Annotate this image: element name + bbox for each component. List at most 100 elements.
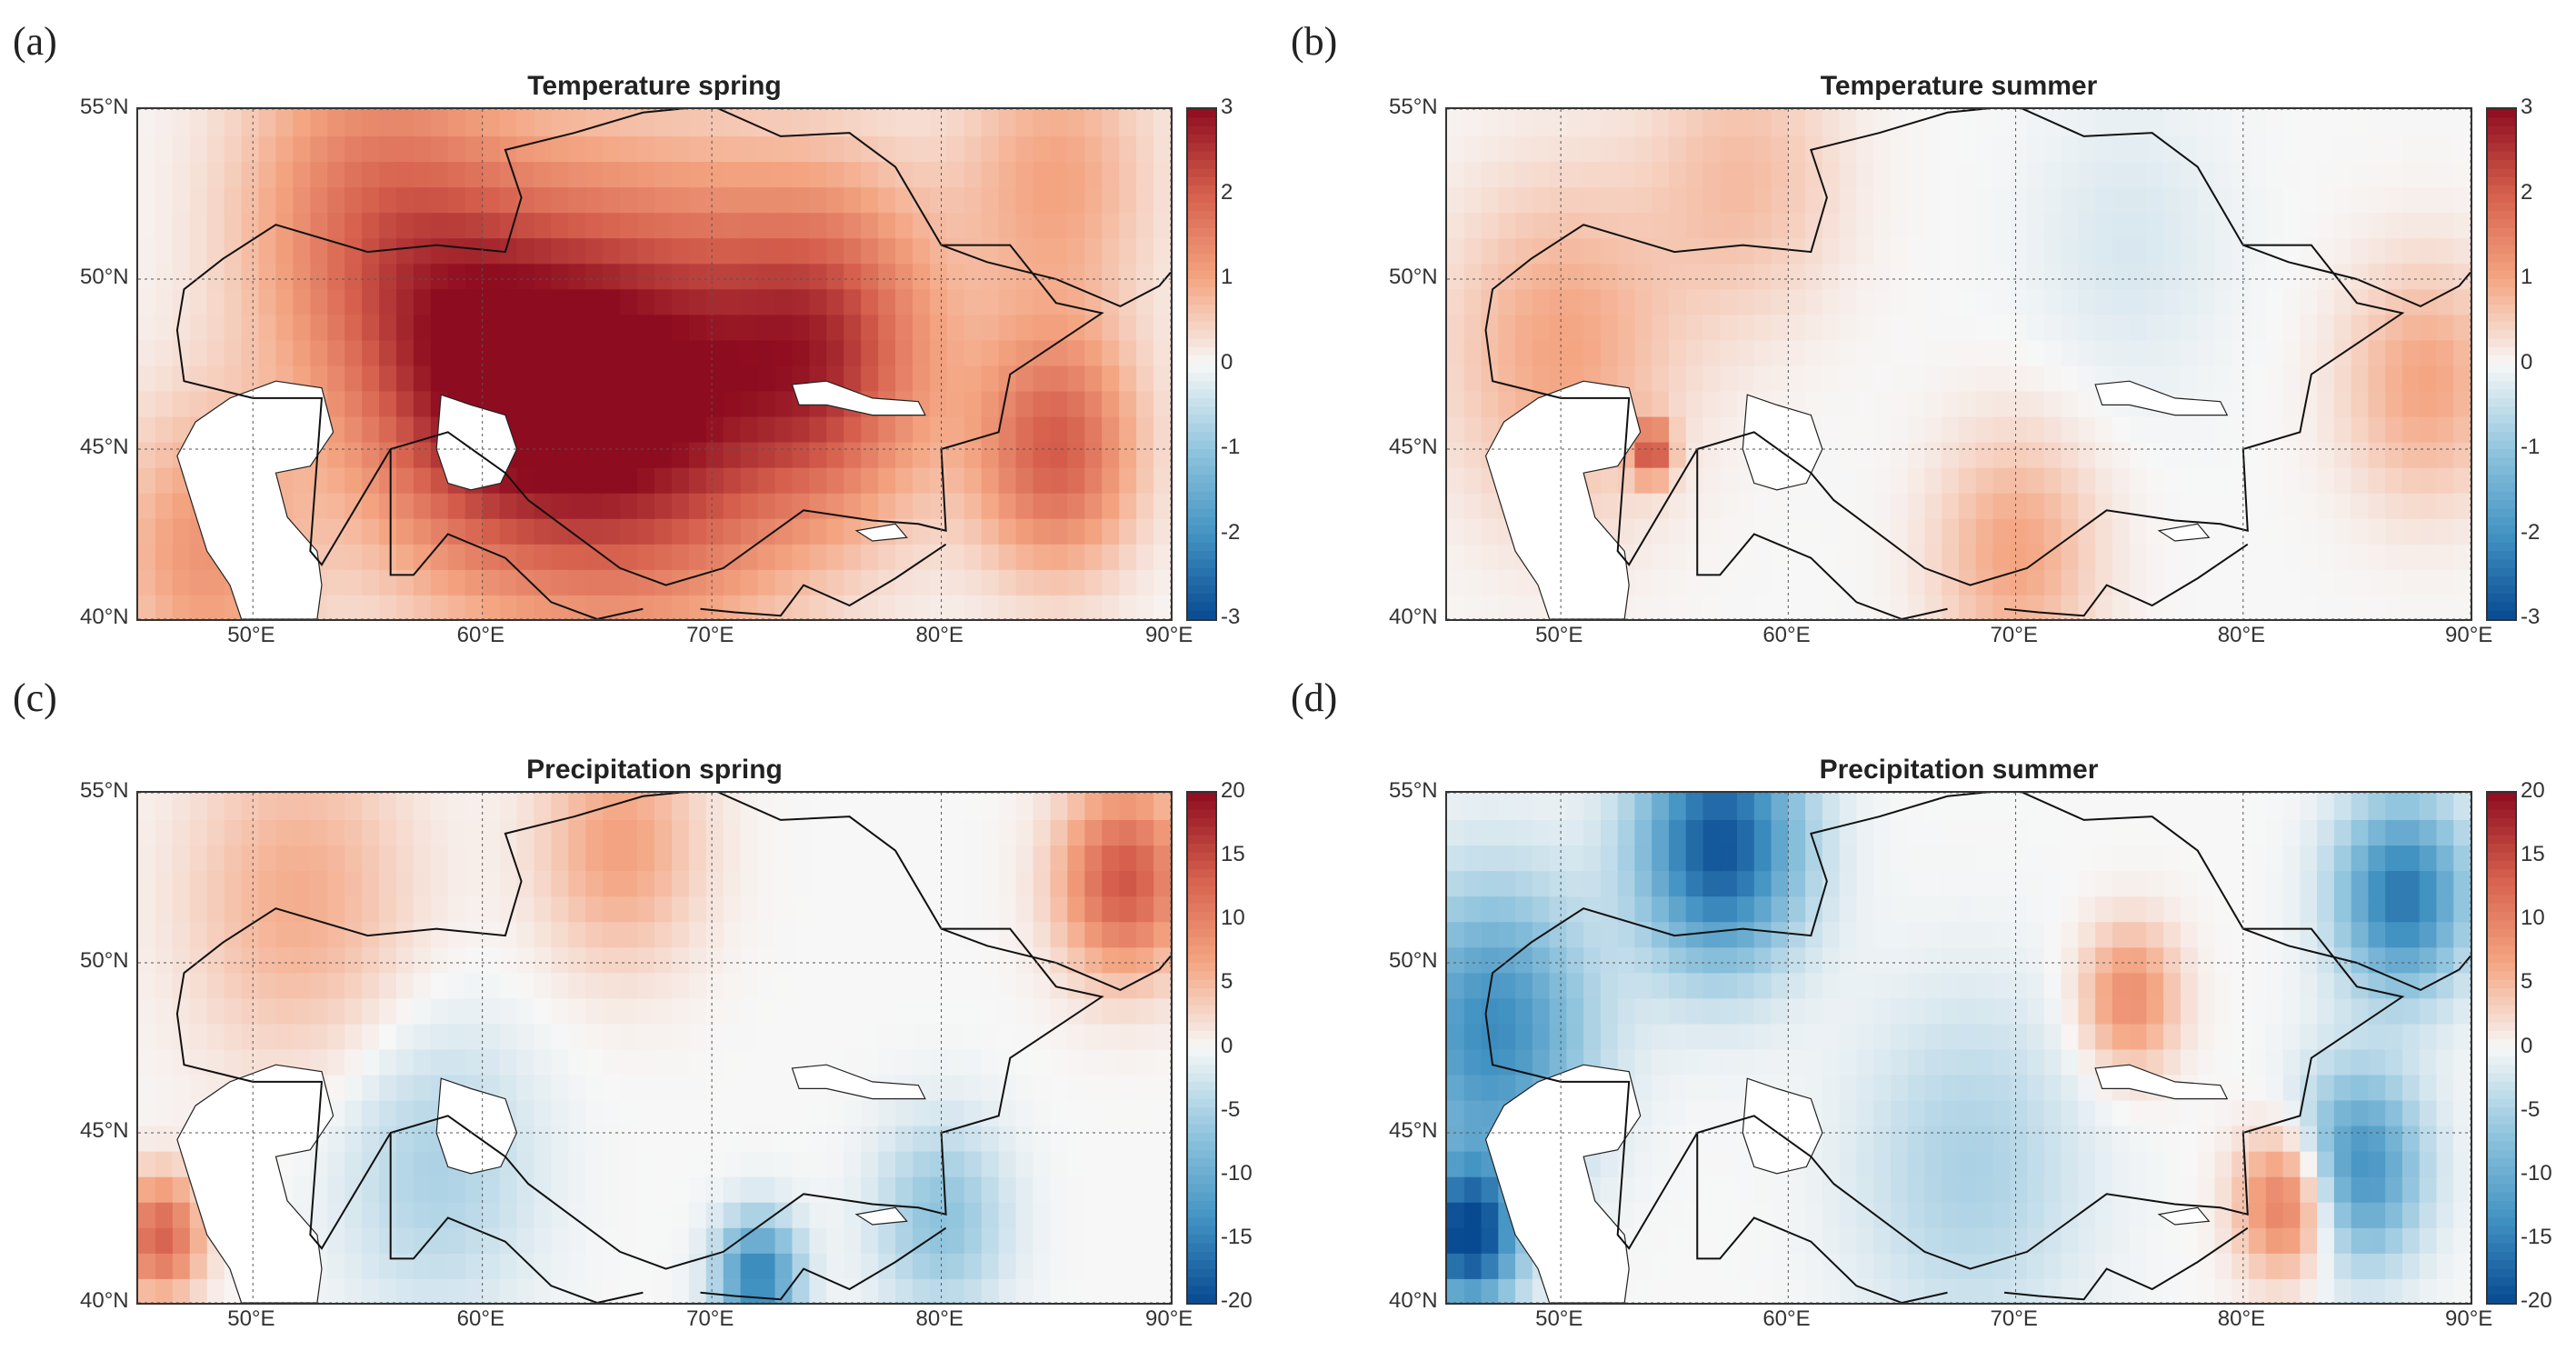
heat-cell — [275, 135, 295, 163]
heat-cell — [1873, 364, 1892, 392]
heat-cell — [2249, 389, 2268, 417]
colorbar-segment — [2488, 117, 2515, 127]
heat-cell — [1652, 1175, 1671, 1203]
heat-cell — [1481, 262, 1500, 290]
heat-cell — [2453, 1098, 2471, 1126]
heat-cell — [844, 1276, 863, 1303]
heat-cell — [2317, 287, 2336, 315]
heat-cell — [138, 567, 156, 595]
heat-cell — [2027, 869, 2046, 897]
heat-cell — [1856, 1226, 1875, 1254]
heat-cell — [1050, 415, 1069, 443]
heat-cell — [310, 1200, 329, 1228]
heat-cell — [1856, 1098, 1875, 1126]
colorbar-segment — [1188, 279, 1215, 289]
heat-cell — [551, 415, 570, 443]
heat-cell — [2436, 895, 2455, 923]
heat-cell — [946, 109, 965, 136]
heat-cell — [2401, 135, 2421, 163]
heat-cell — [2214, 593, 2233, 619]
heat-cell — [1856, 946, 1875, 974]
heat-cell — [1102, 364, 1121, 392]
heat-cell — [2351, 440, 2370, 468]
heat-cell — [224, 869, 243, 897]
heat-cell — [964, 593, 983, 619]
heat-cell — [2300, 818, 2319, 846]
heat-cell — [1942, 1047, 1961, 1076]
heat-cell — [464, 364, 484, 392]
colorbar-segment — [1188, 1243, 1215, 1253]
heat-cell — [138, 262, 156, 290]
heat-cell — [981, 491, 1000, 519]
heat-cell — [654, 1047, 673, 1076]
heat-cell — [1084, 338, 1103, 366]
heat-cell — [2078, 185, 2097, 214]
heat-cell — [2265, 1276, 2284, 1303]
heat-cell — [2300, 920, 2319, 948]
heat-cell — [1600, 313, 1619, 341]
colorbar-segment — [1188, 330, 1215, 340]
heat-cell — [826, 135, 845, 163]
heat-cell — [1890, 236, 1909, 265]
heat-cell — [1067, 465, 1086, 494]
heat-cell — [654, 996, 673, 1025]
heat-cell — [981, 593, 1000, 619]
heat-cell — [2300, 109, 2319, 136]
heat-cell — [1907, 1047, 1926, 1076]
heat-cell — [1890, 1276, 1909, 1303]
heat-cell — [430, 996, 449, 1025]
heat-cell — [878, 160, 897, 188]
heat-cell — [2129, 946, 2148, 974]
heat-cell — [826, 313, 845, 341]
heat-cell — [2368, 542, 2387, 570]
heat-cell — [809, 160, 828, 188]
heat-cell — [568, 338, 587, 366]
heat-cell — [224, 109, 243, 136]
heat-cell — [2146, 135, 2165, 163]
heat-cell — [1771, 996, 1790, 1025]
heat-cell — [1463, 971, 1483, 999]
heat-cell — [2112, 135, 2131, 163]
heat-cell — [2333, 491, 2352, 519]
heat-cell — [2419, 491, 2438, 519]
heat-cell — [447, 1276, 466, 1303]
heat-cell — [2197, 109, 2216, 136]
heat-cell — [2061, 542, 2080, 570]
heat-cell — [809, 1098, 828, 1126]
heat-cell — [413, 262, 432, 290]
heat-cell — [740, 364, 759, 392]
heat-cell — [2401, 389, 2421, 417]
heat-cell — [946, 160, 965, 188]
heat-cell — [534, 1276, 553, 1303]
heat-cell — [1737, 236, 1756, 265]
heat-cell — [172, 491, 191, 519]
heat-cell — [2043, 1175, 2062, 1203]
heat-cell — [1549, 160, 1568, 188]
heat-cell — [1652, 1251, 1671, 1279]
heat-cell — [2436, 1251, 2455, 1279]
heat-cell — [2317, 516, 2336, 545]
heat-cell — [861, 1175, 880, 1203]
heat-cell — [688, 1149, 707, 1177]
heat-cell — [603, 491, 622, 519]
heat-cell — [2368, 1200, 2387, 1228]
heat-cell — [534, 491, 553, 519]
heat-cell — [2368, 1149, 2387, 1177]
heat-cell — [2232, 593, 2251, 619]
heat-cell — [603, 996, 622, 1025]
heat-cell — [464, 920, 484, 948]
heat-cell — [2385, 465, 2404, 494]
heat-cell — [327, 869, 346, 897]
heat-cell — [2300, 1124, 2319, 1152]
heat-cell — [1839, 211, 1858, 239]
heat-cell — [1102, 1175, 1121, 1203]
heat-cell — [2333, 1124, 2352, 1152]
heat-cell — [585, 1251, 604, 1279]
heat-cell — [1737, 109, 1756, 136]
heat-cell — [757, 1226, 776, 1254]
heat-cell — [344, 287, 364, 315]
colorbar-segment — [1188, 801, 1215, 811]
heat-cell — [1015, 542, 1034, 570]
heat-cell — [1033, 1124, 1052, 1152]
colorbar-segment — [2488, 576, 2515, 586]
